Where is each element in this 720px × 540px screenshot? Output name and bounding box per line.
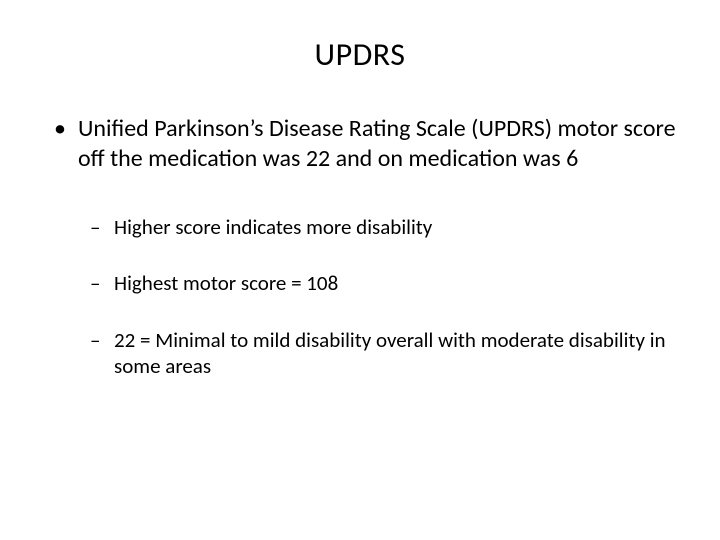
sub-bullet-text: Highest motor score = 108 — [114, 270, 338, 296]
bullet-main-text: Unified Parkinson’s Disease Rating Scale… — [78, 114, 676, 173]
slide-title: UPDRS — [30, 35, 690, 74]
sub-bullet-text: Higher score indicates more disability — [114, 214, 432, 240]
sub-bullet-text: 22 = Minimal to mild disability overall … — [114, 327, 666, 379]
bullet-list-level2: Higher score indicates more disability H… — [90, 214, 690, 379]
sub-bullet: Highest motor score = 108 — [90, 270, 690, 296]
bullet-main: Unified Parkinson’s Disease Rating Scale… — [50, 114, 690, 174]
bullet-list-level1: Unified Parkinson’s Disease Rating Scale… — [50, 114, 690, 174]
slide: UPDRS Unified Parkinson’s Disease Rating… — [0, 0, 720, 540]
sub-bullet: 22 = Minimal to mild disability overall … — [90, 327, 690, 380]
sub-bullet: Higher score indicates more disability — [90, 214, 690, 240]
